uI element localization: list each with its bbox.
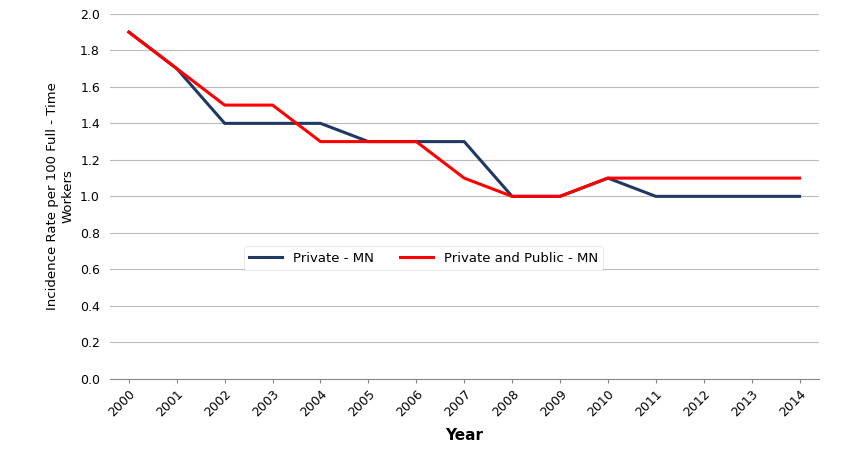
Private and Public - MN <box>651 175 661 181</box>
Private and Public - MN <box>268 103 278 108</box>
Line: Private and Public - MN: Private and Public - MN <box>129 32 799 196</box>
Private - MN <box>124 30 134 35</box>
Line: Private - MN: Private - MN <box>129 32 799 196</box>
Private and Public - MN <box>411 139 421 144</box>
Private and Public - MN <box>747 175 757 181</box>
Private and Public - MN <box>794 175 804 181</box>
Private - MN <box>651 194 661 199</box>
Private and Public - MN <box>555 194 565 199</box>
Private - MN <box>699 194 709 199</box>
Private - MN <box>219 121 230 126</box>
Private - MN <box>747 194 757 199</box>
Legend: Private - MN, Private and Public - MN: Private - MN, Private and Public - MN <box>244 247 603 270</box>
Private - MN <box>603 175 613 181</box>
Private - MN <box>316 121 326 126</box>
Private and Public - MN <box>699 175 709 181</box>
Private - MN <box>794 194 804 199</box>
Private and Public - MN <box>171 66 181 72</box>
Private and Public - MN <box>507 194 517 199</box>
Private and Public - MN <box>124 30 134 35</box>
Y-axis label: Incidence Rate per 100 Full - Time
Workers: Incidence Rate per 100 Full - Time Worke… <box>46 82 74 310</box>
Private and Public - MN <box>603 175 613 181</box>
Private - MN <box>459 139 469 144</box>
Private - MN <box>268 121 278 126</box>
X-axis label: Year: Year <box>445 428 484 443</box>
Private - MN <box>171 66 181 72</box>
Private - MN <box>507 194 517 199</box>
Private - MN <box>363 139 373 144</box>
Private and Public - MN <box>363 139 373 144</box>
Private and Public - MN <box>219 103 230 108</box>
Private and Public - MN <box>459 175 469 181</box>
Private - MN <box>555 194 565 199</box>
Private - MN <box>411 139 421 144</box>
Private and Public - MN <box>316 139 326 144</box>
